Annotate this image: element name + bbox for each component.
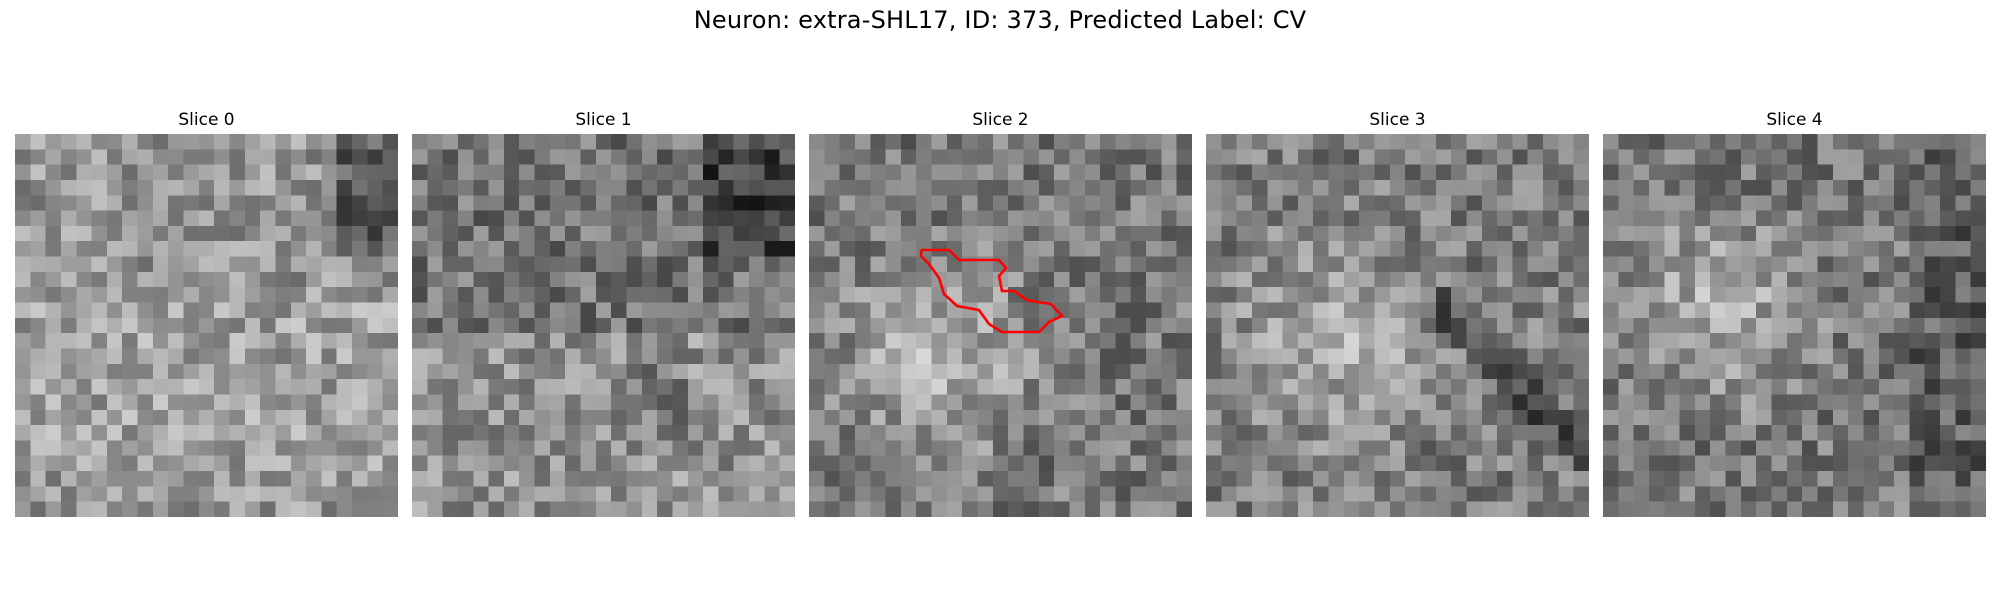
slice-image <box>1206 134 1589 517</box>
slice-panel-3: Slice 3 <box>1206 108 1589 517</box>
slice-image <box>412 134 795 517</box>
slice-title: Slice 2 <box>972 110 1029 130</box>
slice-panel-0: Slice 0 <box>15 108 398 517</box>
slice-panel-4: Slice 4 <box>1603 108 1986 517</box>
slice-title: Slice 1 <box>575 110 632 130</box>
slice-title: Slice 4 <box>1766 110 1823 130</box>
roi-contour-line <box>919 248 1065 334</box>
roi-contour <box>919 248 1065 334</box>
figure-title: Neuron: extra-SHL17, ID: 373, Predicted … <box>693 6 1307 34</box>
slice-image <box>809 134 1192 517</box>
slice-image <box>1603 134 1986 517</box>
slice-title: Slice 3 <box>1369 110 1426 130</box>
slice-panel-2: Slice 2 <box>809 108 1192 517</box>
slice-panel-1: Slice 1 <box>412 108 795 517</box>
slice-image <box>15 134 398 517</box>
slice-title: Slice 0 <box>178 110 235 130</box>
